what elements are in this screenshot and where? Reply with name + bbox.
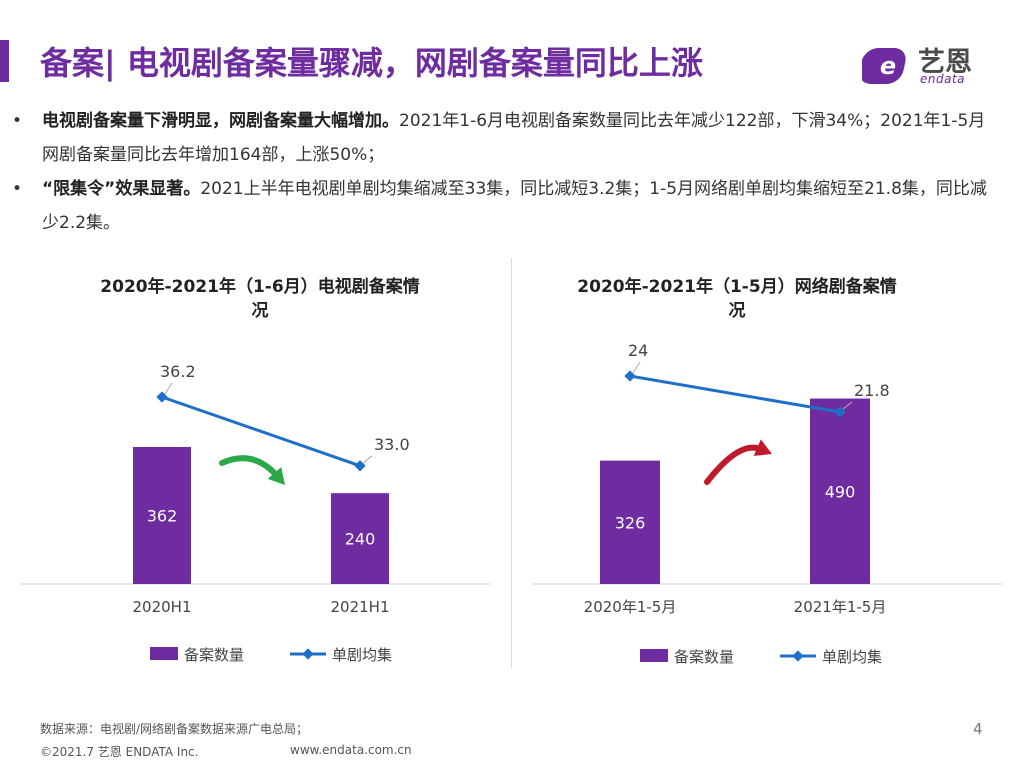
bullet-item: • “限集令”效果显著。2021上半年电视剧单剧均集缩减至33集，同比减短3.2… <box>12 172 1002 240</box>
chart-title-line: 况 <box>728 301 746 321</box>
legend-swatch-marker <box>302 648 314 660</box>
legend-label: 备案数量 <box>184 646 244 664</box>
label-leader-line <box>362 455 373 464</box>
line-data-label: 33.0 <box>374 435 410 454</box>
summary-bullets: • 电视剧备案量下滑明显，网剧备案量大幅增加。2021年1-6月电视剧备案数量同… <box>12 104 1002 240</box>
page-title: 备案| 电视剧备案量骤减，网剧备案量同比上涨 <box>40 44 703 82</box>
legend-swatch-bar <box>150 647 178 660</box>
chart-title-tv: 2020年-2021年（1-6月）电视剧备案情 况 <box>40 275 480 323</box>
label-leader-line <box>842 401 853 410</box>
bar <box>133 446 191 584</box>
line-point <box>354 460 366 472</box>
chart-divider <box>511 258 512 668</box>
bullet-bold: 电视剧备案量下滑明显，网剧备案量大幅增加。 <box>42 111 399 131</box>
logo-mark-icon: e <box>862 48 906 84</box>
page-number: 4 <box>973 720 983 738</box>
bar-data-label: 490 <box>825 482 856 501</box>
legend-swatch-bar <box>640 649 668 662</box>
label-leader-line <box>632 361 641 374</box>
bar <box>600 460 660 584</box>
endata-logo: e <box>862 48 906 84</box>
legend-swatch-marker <box>792 650 804 662</box>
line-series <box>161 395 361 468</box>
svg-text:e: e <box>880 52 896 80</box>
chart-title-line: 况 <box>251 301 269 321</box>
title-accent-bar <box>0 40 9 82</box>
x-tick-label: 2021年1-5月 <box>794 598 887 616</box>
bullet-dot-icon: • <box>12 179 23 199</box>
chart-tv-filings: 362 2020H1 240 2021H1 36.2 33.0 备案数量 单剧均集 <box>20 362 490 664</box>
footer-source: 数据来源：电视剧/网络剧备案数据来源广电总局； <box>40 722 309 736</box>
x-tick-label: 2020H1 <box>133 598 192 616</box>
bar-data-label: 362 <box>147 506 178 525</box>
trend-arrow-down-icon <box>219 455 281 479</box>
x-tick-label: 2020年1-5月 <box>584 598 677 616</box>
line-data-label: 36.2 <box>160 362 196 381</box>
chart-web-filings: 326 2020年1-5月 490 2021年1-5月 24 21.8 备案数量 单剧均集 <box>532 341 1002 666</box>
x-tick-label: 2021H1 <box>331 598 390 616</box>
bullet-dot-icon: • <box>12 111 23 131</box>
bullet-text: 2021年1-6月电视剧备案数量同比去年减少122部，下滑34%；2021年1-… <box>42 111 986 165</box>
trend-arrow-up-icon <box>704 444 764 485</box>
footer-url: www.endata.com.cn <box>290 743 412 757</box>
bullet-text: 2021上半年电视剧单剧均集缩减至33集，同比减短3.2集；1-5月网络剧单剧均… <box>42 179 987 233</box>
trend-arrow-head-icon <box>753 439 772 456</box>
legend-label: 备案数量 <box>674 648 734 666</box>
legend-label: 单剧均集 <box>332 646 392 664</box>
bar <box>331 493 389 584</box>
bar-data-label: 240 <box>345 530 376 549</box>
label-leader-line <box>164 382 173 395</box>
bullet-item: • 电视剧备案量下滑明显，网剧备案量大幅增加。2021年1-6月电视剧备案数量同… <box>12 104 1002 172</box>
chart-title-web: 2020年-2021年（1-5月）网络剧备案情 况 <box>517 275 957 323</box>
line-point <box>834 406 846 418</box>
bar-data-label: 326 <box>615 513 646 532</box>
line-data-label: 24 <box>628 341 648 360</box>
line-series <box>629 374 841 414</box>
chart-title-line: 2020年-2021年（1-6月）电视剧备案情 <box>100 277 420 297</box>
bullet-bold: “限集令”效果显著。 <box>42 179 201 199</box>
line-data-label: 21.8 <box>854 381 890 400</box>
footer-copyright: ©2021.7 艺恩 ENDATA Inc. <box>40 745 199 759</box>
bar <box>810 398 870 584</box>
logo-text: 艺恩 <box>918 47 972 78</box>
trend-arrow-head-icon <box>267 467 285 485</box>
logo-subtext: endata <box>920 72 966 86</box>
chart-title-line: 2020年-2021年（1-5月）网络剧备案情 <box>577 277 897 297</box>
legend-label: 单剧均集 <box>822 648 882 666</box>
